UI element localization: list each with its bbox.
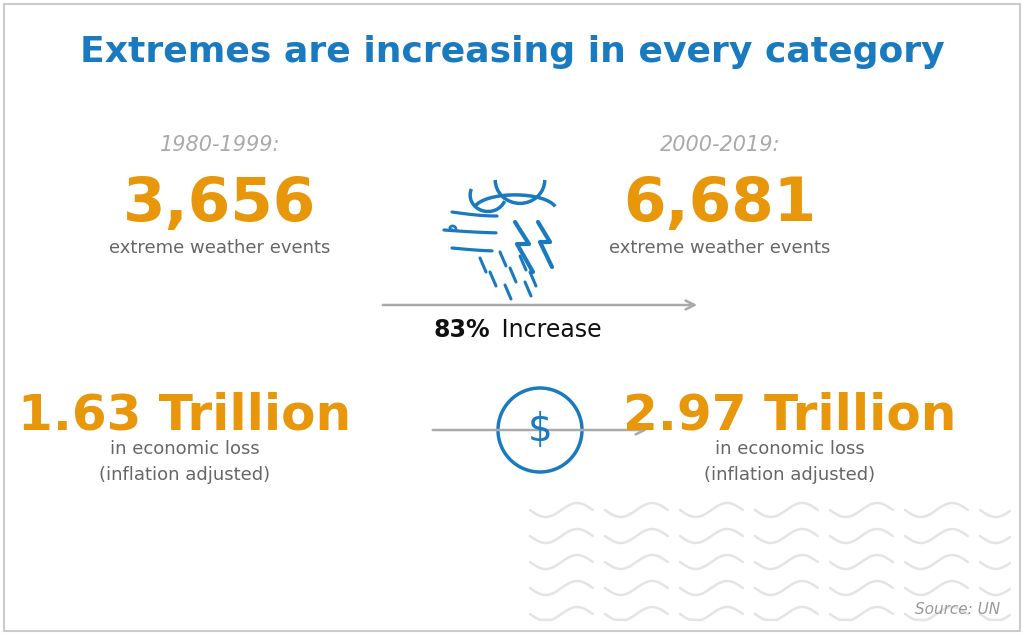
Text: Increase: Increase <box>494 318 602 342</box>
Text: 6,681: 6,681 <box>624 175 816 234</box>
Text: in economic loss
(inflation adjusted): in economic loss (inflation adjusted) <box>705 440 876 485</box>
Text: Source: UN: Source: UN <box>914 603 1000 617</box>
Text: Extremes are increasing in every category: Extremes are increasing in every categor… <box>80 35 944 69</box>
Text: $: $ <box>527 411 552 449</box>
Text: 2000-2019:: 2000-2019: <box>659 135 780 155</box>
Text: extreme weather events: extreme weather events <box>110 239 331 257</box>
Text: 83%: 83% <box>433 318 490 342</box>
Text: 3,656: 3,656 <box>123 175 316 234</box>
Text: extreme weather events: extreme weather events <box>609 239 830 257</box>
Text: in economic loss
(inflation adjusted): in economic loss (inflation adjusted) <box>99 440 270 485</box>
Text: 1980-1999:: 1980-1999: <box>160 135 281 155</box>
Text: 1.63 Trillion: 1.63 Trillion <box>18 391 351 439</box>
Text: 2.97 Trillion: 2.97 Trillion <box>624 391 956 439</box>
